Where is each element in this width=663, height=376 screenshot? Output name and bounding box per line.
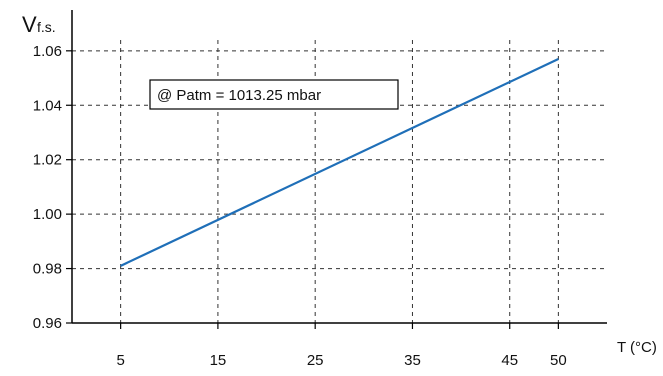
y-tick-label: 1.00 [33,206,62,223]
annotation-box: @ Patm = 1013.25 mbar [149,79,399,110]
y-tick-label: 0.96 [33,315,62,332]
y-tick-label: 1.06 [33,43,62,60]
annotation-text: @ Patm = 1013.25 mbar [157,87,321,104]
series-group [120,57,559,267]
x-axis-label: T (°C) [617,339,657,356]
series-line [120,57,559,267]
x-tick-label: 50 [550,352,567,369]
x-tick-label: 45 [501,352,518,369]
x-tick-label: 15 [210,352,227,369]
y-tick-label: 0.98 [33,261,62,278]
x-tick-label: 25 [307,352,324,369]
y-tick-labels: 0.96 0.98 1.00 1.02 1.04 1.06 [33,43,72,332]
y-axis-label-main: V [22,12,37,37]
y-axis-label: V f.s. [22,12,56,37]
y-tick-label: 1.02 [33,152,62,169]
y-axis-label-sub: f.s. [37,19,56,35]
x-tick-labels: 5 15 25 35 45 50 [116,323,567,369]
x-tick-label: 5 [116,352,124,369]
y-tick-label: 1.04 [33,97,62,114]
x-tick-label: 35 [404,352,421,369]
axes [71,10,607,324]
